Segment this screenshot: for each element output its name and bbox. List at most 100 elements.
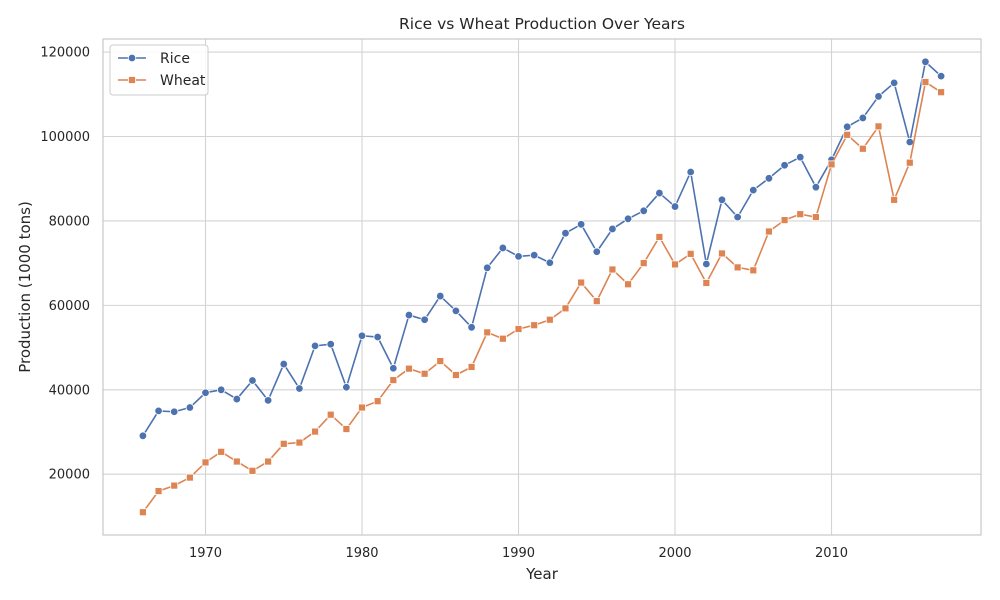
legend: Rice Wheat: [109, 44, 209, 96]
rice-point: [874, 92, 883, 101]
x-tick-label: 1990: [502, 546, 535, 561]
wheat-point: [905, 158, 914, 167]
x-tick-label: 1980: [345, 546, 378, 561]
rice-point: [248, 376, 257, 385]
wheat-point: [874, 122, 883, 131]
rice-point: [905, 137, 914, 147]
wheat-point: [608, 265, 617, 274]
wheat-point: [170, 481, 179, 490]
rice-point: [764, 174, 774, 183]
wheat-point: [827, 160, 836, 169]
wheat-point: [217, 447, 226, 456]
rice-point: [170, 407, 179, 416]
rice-point: [576, 220, 586, 229]
rice-point: [796, 152, 805, 162]
wheat-point: [702, 279, 711, 287]
rice-series: [138, 57, 946, 440]
rice-point: [686, 167, 695, 177]
y-tick-label: 60000: [49, 299, 90, 314]
rice-point: [842, 122, 852, 132]
wheat-series: [139, 78, 945, 517]
rice-point: [295, 384, 304, 393]
rice-point: [670, 202, 680, 211]
rice-point: [639, 206, 648, 216]
legend-rice-label: Rice: [160, 51, 190, 67]
legend-wheat-label: Wheat: [160, 73, 206, 89]
rice-point: [529, 250, 539, 260]
wheat-point: [279, 439, 288, 448]
wheat-point: [389, 376, 398, 384]
rice-point: [373, 332, 382, 342]
rice-point: [561, 228, 570, 238]
wheat-point: [373, 397, 382, 406]
wheat-point: [890, 195, 899, 204]
rice-point: [780, 161, 789, 170]
rice-point: [216, 385, 226, 394]
rice-point: [921, 57, 930, 66]
rice-point: [357, 331, 367, 340]
y-tick-label: 120000: [40, 46, 90, 61]
rice-point: [592, 247, 601, 256]
rice-point: [201, 388, 210, 397]
wheat-point: [780, 216, 789, 224]
wheat-point: [530, 321, 539, 330]
wheat-point: [232, 457, 241, 466]
wheat-point: [592, 297, 601, 306]
legend-wheat-marker: [128, 76, 136, 84]
x-tick-label: 2010: [815, 546, 848, 561]
rice-point: [608, 224, 617, 234]
rice-point: [232, 394, 242, 404]
wheat-point: [295, 438, 304, 447]
wheat-point: [749, 266, 758, 275]
wheat-point: [326, 410, 335, 419]
rice-point: [185, 403, 195, 412]
rice-point: [483, 263, 492, 272]
rice-point: [326, 339, 335, 349]
rice-point: [623, 214, 633, 224]
rice-point: [889, 78, 899, 88]
wheat-point: [733, 263, 742, 272]
x-tick-label: 1970: [189, 546, 222, 561]
wheat-point: [561, 304, 570, 313]
rice-point: [342, 383, 351, 392]
wheat-point: [671, 260, 679, 269]
wheat-point: [718, 249, 726, 258]
rice-line: [142, 60, 942, 437]
wheat-point: [545, 315, 554, 324]
rice-point: [733, 212, 742, 222]
wheat-point: [483, 328, 492, 337]
y-tick-label: 40000: [49, 383, 90, 398]
y-tick-label: 20000: [49, 468, 90, 483]
wheat-point: [467, 363, 476, 371]
wheat-point: [796, 210, 805, 219]
wheat-point: [405, 364, 413, 373]
wheat-point: [264, 457, 273, 466]
rice-point: [702, 259, 711, 269]
wheat-point: [514, 325, 523, 333]
rice-point: [138, 431, 148, 440]
rice-point: [749, 185, 758, 195]
wheat-point: [921, 78, 930, 86]
wheat-point: [686, 249, 695, 258]
wheat-point: [201, 458, 210, 467]
wheat-point: [185, 473, 194, 482]
wheat-point: [655, 233, 664, 241]
wheat-point: [139, 508, 147, 517]
wheat-point: [358, 403, 366, 412]
rice-point: [936, 71, 946, 81]
series-layer: [138, 57, 946, 517]
wheat-point: [436, 357, 445, 365]
x-axis-title: Year: [525, 565, 559, 583]
wheat-point: [811, 213, 820, 222]
rice-point: [858, 113, 868, 123]
y-tick-label: 100000: [40, 130, 90, 145]
rice-point: [514, 252, 523, 261]
rice-point: [498, 243, 508, 253]
rice-point: [404, 310, 414, 320]
rice-point: [451, 306, 461, 316]
wheat-point: [843, 130, 852, 139]
grid-lines: [103, 39, 981, 535]
wheat-point: [311, 427, 319, 436]
